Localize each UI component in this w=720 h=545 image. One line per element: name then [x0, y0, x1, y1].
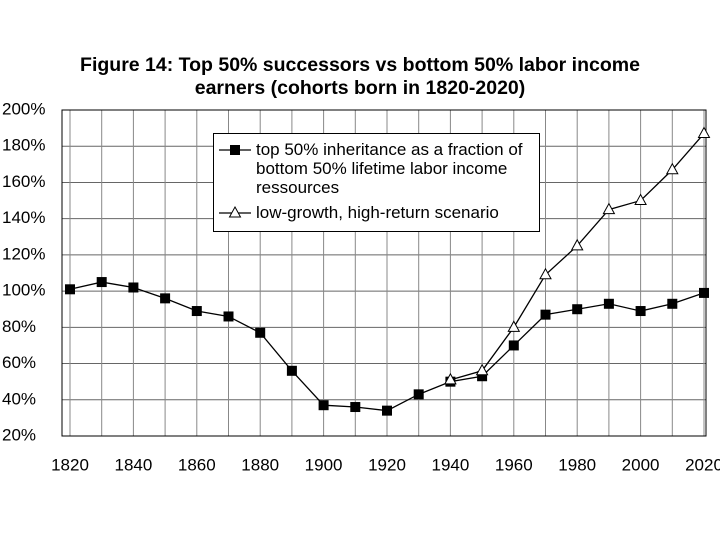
chart-title: Figure 14: Top 50% successors vs bottom … — [80, 54, 640, 99]
marker — [699, 287, 709, 298]
marker — [602, 202, 616, 215]
marker — [230, 145, 240, 155]
marker — [413, 389, 424, 400]
y-tick-label: 100% — [2, 281, 45, 300]
marker — [507, 320, 521, 332]
y-tick-label: 40% — [2, 389, 36, 408]
x-tick-label: 1840 — [114, 455, 152, 474]
marker — [540, 309, 551, 320]
marker — [539, 267, 552, 280]
y-tick-label: 20% — [2, 425, 36, 444]
marker — [508, 340, 519, 351]
legend-entry: top 50% inheritance as a fraction of bot… — [218, 140, 535, 197]
x-tick-label: 1900 — [305, 455, 343, 474]
legend-entry: low-growth, high-return scenario — [218, 203, 535, 222]
y-tick-label: 60% — [2, 353, 36, 372]
x-tick-label: 1980 — [558, 455, 596, 474]
marker — [223, 311, 234, 322]
marker — [444, 372, 457, 385]
marker — [286, 365, 297, 376]
y-tick-label: 80% — [2, 317, 36, 336]
marker — [382, 405, 392, 416]
marker — [477, 371, 488, 382]
legend: top 50% inheritance as a fraction of bot… — [213, 133, 540, 232]
legend-label: top 50% inheritance as a fraction of bot… — [256, 140, 523, 197]
legend-label: low-growth, high-return scenario — [256, 203, 499, 222]
marker — [255, 327, 266, 338]
legend-marker — [219, 145, 251, 155]
marker — [475, 363, 489, 376]
marker — [570, 238, 584, 251]
y-tick-label: 120% — [2, 244, 45, 263]
marker — [572, 304, 583, 315]
x-tick-label: 1820 — [51, 455, 89, 474]
x-tick-label: 1940 — [431, 455, 469, 474]
marker — [318, 400, 329, 411]
marker — [634, 193, 647, 206]
x-tick-label: 1920 — [368, 455, 406, 474]
marker — [603, 298, 614, 309]
marker — [191, 306, 202, 317]
marker — [635, 306, 646, 317]
plot-frame — [61, 109, 707, 437]
x-tick-label: 2020 — [685, 455, 720, 474]
marker — [350, 402, 361, 413]
marker — [96, 277, 107, 288]
y-tick-label: 140% — [2, 208, 45, 227]
y-tick-label: 160% — [2, 172, 45, 191]
x-tick-label: 1880 — [241, 455, 279, 474]
marker — [228, 205, 242, 218]
legend-marker — [219, 205, 251, 218]
marker — [667, 298, 678, 309]
marker — [128, 282, 139, 293]
y-tick-label: 200% — [2, 99, 45, 118]
x-tick-label: 1960 — [495, 455, 533, 474]
x-tick-label: 1860 — [178, 455, 216, 474]
x-tick-label: 2000 — [622, 455, 660, 474]
y-tick-label: 180% — [2, 136, 45, 155]
marker — [697, 126, 711, 139]
marker — [65, 284, 75, 295]
marker — [160, 293, 171, 304]
marker — [665, 162, 679, 175]
